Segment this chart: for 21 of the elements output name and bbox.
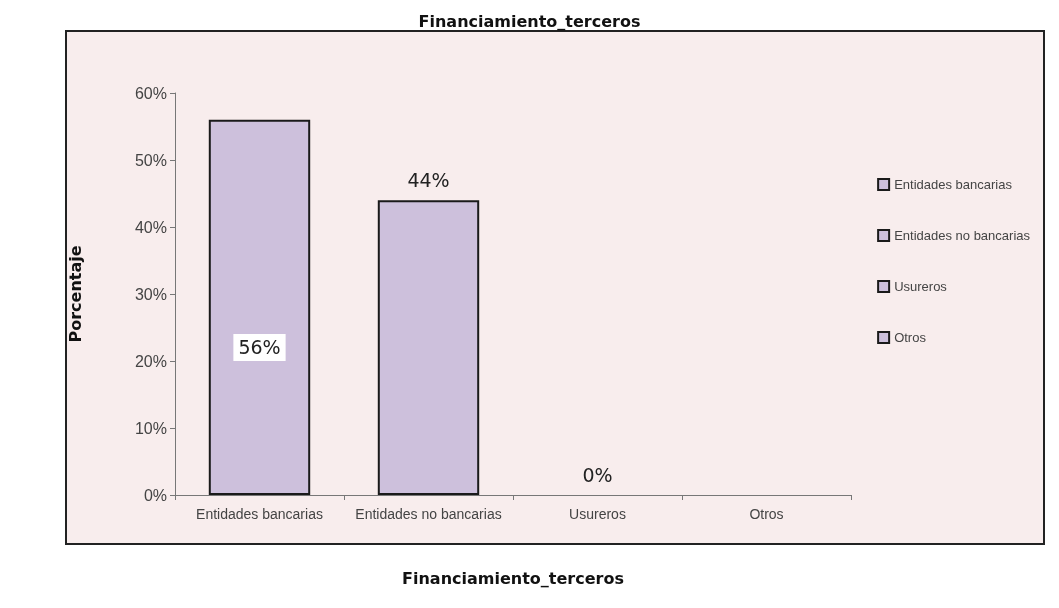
y-tick-label: 60% bbox=[134, 84, 167, 102]
y-tick-label: 30% bbox=[134, 285, 167, 303]
legend-label: Usureros bbox=[894, 279, 948, 294]
legend-label: Entidades no bancarias bbox=[894, 228, 1031, 243]
legend-label: Otros bbox=[894, 330, 927, 345]
x-tick-label: Entidades bancarias bbox=[196, 506, 323, 522]
chart-title: Financiamiento_terceros bbox=[418, 11, 641, 31]
y-tick-label: 0% bbox=[143, 486, 167, 504]
y-axis-title: Porcentaje bbox=[65, 245, 85, 343]
y-tick-label: 50% bbox=[134, 151, 167, 169]
x-tick-label: Entidades no bancarias bbox=[355, 506, 502, 522]
y-tick-label: 10% bbox=[134, 419, 167, 437]
x-tick-label: Usureros bbox=[569, 506, 626, 522]
data-label: 56% bbox=[238, 336, 281, 359]
x-tick-label: Otros bbox=[749, 506, 784, 522]
y-tick-label: 40% bbox=[134, 218, 167, 236]
x-axis-title: Financiamiento_terceros bbox=[402, 568, 624, 588]
data-label: 44% bbox=[407, 168, 450, 191]
legend-label: Entidades bancarias bbox=[894, 177, 1013, 192]
y-tick-label: 20% bbox=[134, 352, 167, 370]
data-label: 0% bbox=[582, 463, 613, 486]
